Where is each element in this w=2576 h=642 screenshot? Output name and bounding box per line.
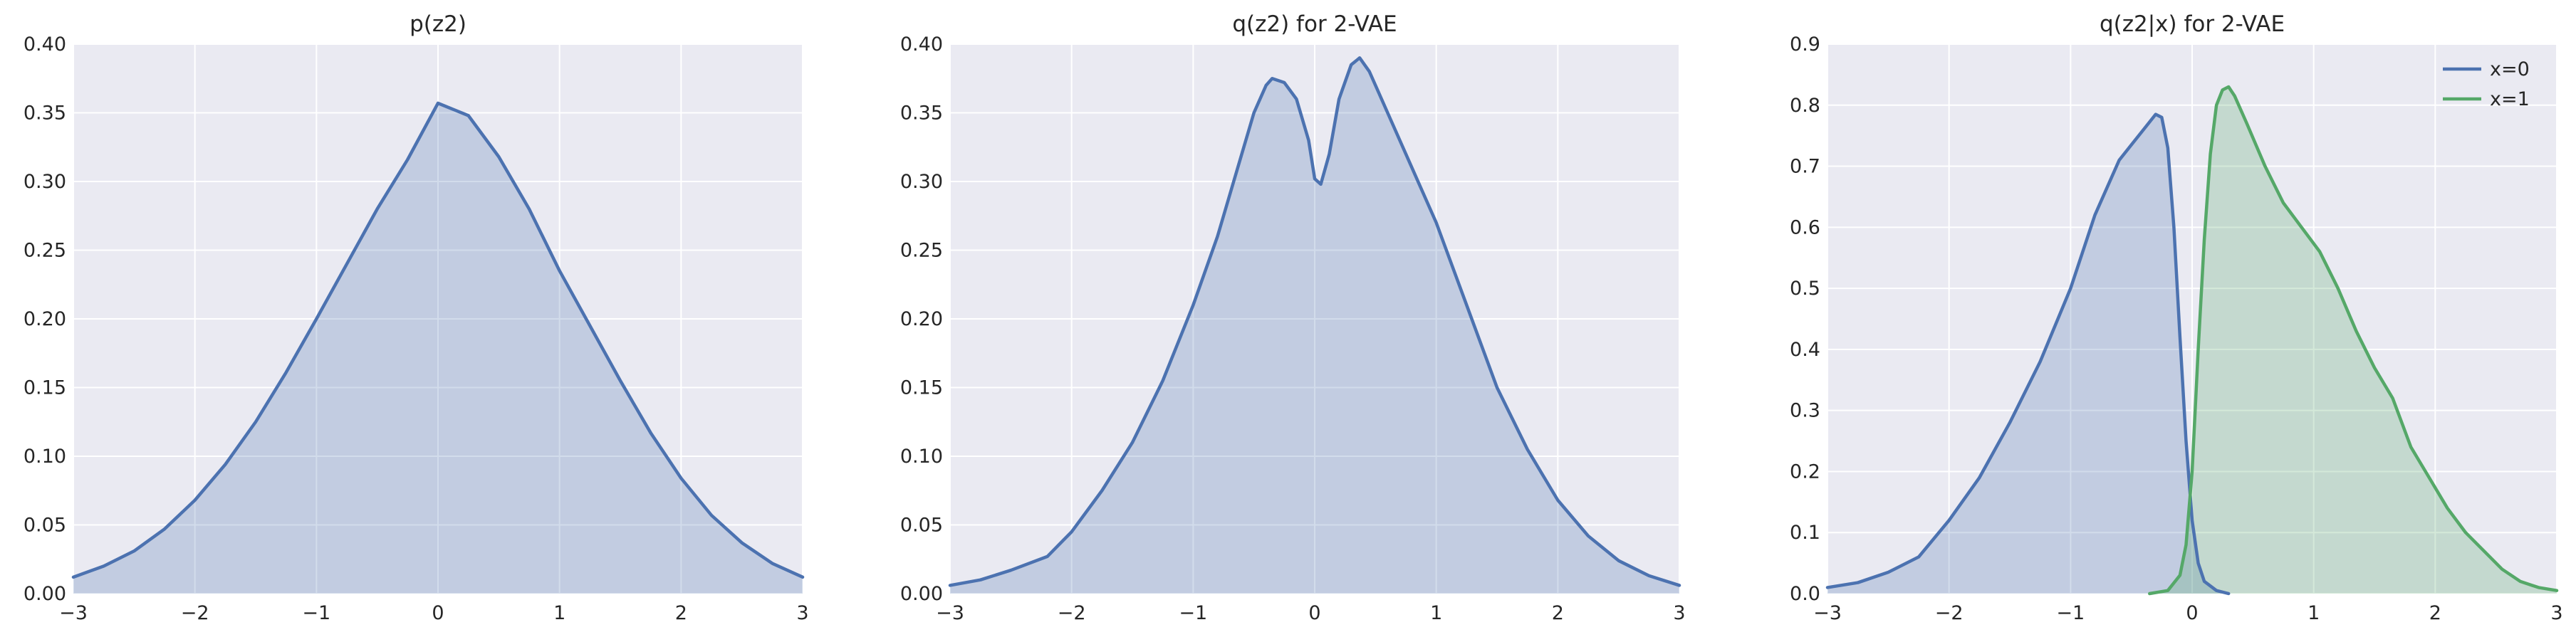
x-tick-label: −2 bbox=[1058, 602, 1086, 624]
chart-title: p(z2) bbox=[410, 11, 466, 37]
y-tick-label: 0.35 bbox=[24, 102, 66, 125]
density-areas bbox=[1827, 87, 2557, 594]
y-tick-label: 0.5 bbox=[1790, 278, 1820, 300]
area-fill-x-0 bbox=[1827, 114, 2229, 594]
area-fill-x-1 bbox=[2149, 87, 2557, 594]
x-tick-label: 0 bbox=[2186, 602, 2198, 624]
x-tick-label: 3 bbox=[796, 602, 808, 624]
y-tick-label: 0.20 bbox=[900, 308, 943, 330]
x-tick-label: −3 bbox=[59, 602, 88, 624]
density-areas bbox=[950, 58, 1679, 594]
legend: x=0 x=1 bbox=[2443, 58, 2530, 110]
x-tick-labels: −3 −2 −1 0 1 2 3 bbox=[936, 602, 1686, 624]
y-tick-label: 0.05 bbox=[24, 515, 66, 537]
density-line-x-0 bbox=[1825, 112, 2231, 596]
y-tick-label: 0.05 bbox=[900, 515, 943, 537]
x-tick-labels: −3 −2 −1 0 1 2 3 bbox=[1813, 602, 2563, 624]
y-tick-label: 0.2 bbox=[1790, 461, 1820, 483]
density-areas bbox=[73, 102, 803, 594]
x-tick-label: 0 bbox=[432, 602, 444, 624]
chart-title: q(z2|x) for 2-VAE bbox=[2100, 11, 2285, 37]
x-tick-label: −1 bbox=[302, 602, 330, 624]
x-tick-label: −3 bbox=[1813, 602, 1842, 624]
y-tick-label: 0.40 bbox=[900, 33, 943, 56]
x-tick-labels: −3 −2 −1 0 1 2 3 bbox=[59, 602, 809, 624]
x-tick-label: 1 bbox=[1430, 602, 1442, 624]
x-tick-label: −3 bbox=[936, 602, 964, 624]
subplot-q-z2-given-x: −3 −2 −1 0 1 2 3 0.00.10.20.30.40.50.60.70.80.… bbox=[1790, 11, 2563, 624]
y-tick-labels: 0.00 0.05 0.10 0.15 0.20 0.25 0.30 0.35 0.40 bbox=[24, 33, 66, 605]
x-tick-label: 2 bbox=[675, 602, 687, 624]
subplot-p-z2: −3 −2 −1 0 1 2 3 0.000.050.100.150.200.250.300… bbox=[24, 11, 809, 624]
y-tick-label: 0.30 bbox=[24, 171, 66, 193]
y-tick-label: 0.35 bbox=[900, 102, 943, 125]
x-tick-label: 1 bbox=[553, 602, 565, 624]
y-tick-label: 0.25 bbox=[900, 240, 943, 262]
y-tick-label: 0.1 bbox=[1790, 522, 1820, 544]
x-tick-label: 0 bbox=[1308, 602, 1320, 624]
y-tick-label: 0.40 bbox=[24, 33, 66, 56]
y-tick-label: 0.00 bbox=[24, 583, 66, 605]
y-tick-label: 0.9 bbox=[1790, 33, 1820, 56]
y-tick-label: 0.10 bbox=[900, 446, 943, 468]
subplot-q-z2: −3 −2 −1 0 1 2 3 0.000.050.100.150.200.250.300… bbox=[900, 11, 1686, 624]
chart-title: q(z2) for 2-VAE bbox=[1232, 11, 1397, 37]
grid-lines bbox=[73, 43, 803, 594]
y-tick-label: 0.4 bbox=[1790, 339, 1820, 361]
density-lines bbox=[71, 101, 805, 579]
y-tick-label: 0.10 bbox=[24, 446, 66, 468]
y-tick-labels: 0.0 0.1 0.2 0.3 0.4 0.5 0.6 0.7 0.8 0.9 bbox=[1790, 33, 1820, 605]
y-tick-labels: 0.00 0.05 0.10 0.15 0.20 0.25 0.30 0.35 0.40 bbox=[900, 33, 943, 605]
area-fill-q-z2- bbox=[950, 58, 1679, 594]
x-tick-label: 3 bbox=[1673, 602, 1685, 624]
grid-lines bbox=[1827, 43, 2557, 594]
y-tick-label: 0.15 bbox=[24, 377, 66, 399]
y-tick-label: 0.20 bbox=[24, 308, 66, 330]
y-tick-label: 0.8 bbox=[1790, 95, 1820, 117]
y-tick-label: 0.30 bbox=[900, 171, 943, 193]
y-tick-label: 0.00 bbox=[900, 583, 943, 605]
y-tick-label: 0.3 bbox=[1790, 400, 1820, 422]
y-tick-label: 0.0 bbox=[1790, 583, 1820, 605]
x-tick-label: −1 bbox=[1179, 602, 1207, 624]
density-lines bbox=[1825, 85, 2559, 596]
x-tick-label: 1 bbox=[2308, 602, 2320, 624]
legend-label-x1: x=1 bbox=[2490, 88, 2530, 110]
y-tick-label: 0.6 bbox=[1790, 216, 1820, 238]
density-line-q-z2- bbox=[948, 56, 1681, 587]
x-tick-label: 2 bbox=[2429, 602, 2441, 624]
y-tick-label: 0.15 bbox=[900, 377, 943, 399]
grid-lines bbox=[949, 43, 1680, 594]
y-tick-label: 0.25 bbox=[24, 240, 66, 262]
y-tick-label: 0.7 bbox=[1790, 156, 1820, 178]
x-tick-label: −2 bbox=[1935, 602, 1964, 624]
x-tick-label: −1 bbox=[2056, 602, 2085, 624]
x-tick-label: −2 bbox=[181, 602, 209, 624]
x-tick-label: 3 bbox=[2550, 602, 2562, 624]
area-fill-p-z2- bbox=[73, 102, 803, 594]
legend-label-x0: x=0 bbox=[2490, 58, 2530, 80]
density-line-p-z2- bbox=[71, 101, 805, 579]
density-lines bbox=[948, 56, 1681, 587]
x-tick-label: 2 bbox=[1552, 602, 1564, 624]
density-line-x-1 bbox=[2148, 85, 2559, 596]
